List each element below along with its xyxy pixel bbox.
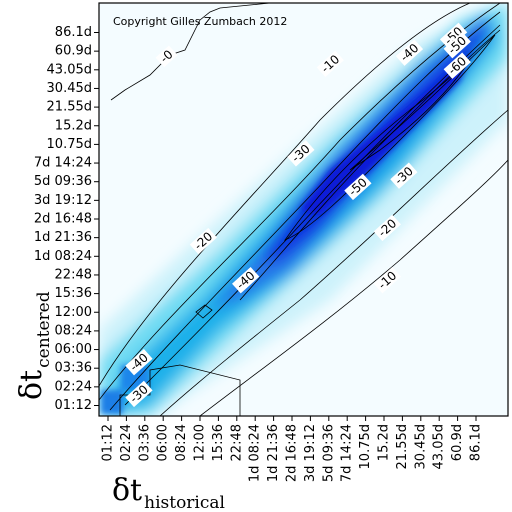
contour-label: -0 — [155, 45, 178, 68]
contour-line-bottom-box — [119, 364, 241, 416]
x-tick-label: 43.05d — [432, 424, 447, 469]
y-axis-symbol: δt — [14, 370, 49, 400]
y-tick-label: 15:36 — [55, 286, 92, 301]
y-tick-label: 01:12 — [55, 398, 92, 413]
x-tick-label: 01:12 — [101, 424, 116, 461]
y-tick-label: 30.45d — [47, 81, 92, 96]
x-tick-label: 1d 08:24 — [248, 424, 263, 482]
x-tick-label: 10.75d — [358, 424, 373, 469]
contour-line-small-loop — [195, 304, 213, 319]
x-axis: 01:12 02:24 03:36 06:00 08:24 12:00 15:36 22:48… — [101, 416, 484, 482]
y-tick-label: 03:36 — [55, 361, 92, 376]
plot-border — [98, 2, 509, 417]
x-tick-label: 21.55d — [395, 424, 410, 469]
y-tick-label: 06:00 — [55, 342, 92, 357]
y-tick-label: 21.55d — [47, 100, 92, 115]
y-axis: 01:12 02:24 03:36 06:00 08:24 12:00 15:36 22:48… — [34, 25, 99, 413]
x-tick-label: 12:00 — [193, 424, 208, 461]
x-tick-label: 5d 09:36 — [321, 424, 336, 482]
x-axis-symbol: δt — [112, 473, 142, 508]
contour-line-30 — [124, 24, 501, 406]
y-tick-label: 3d 19:12 — [34, 193, 92, 208]
contour-line-60 — [349, 59, 471, 171]
y-axis-title: δtcentered — [14, 291, 54, 400]
y-tick-label: 60.9d — [55, 44, 92, 59]
y-tick-label: 02:24 — [55, 379, 92, 394]
x-tick-label: 02:24 — [119, 424, 134, 461]
copyright-annotation: Copyright Gilles Zumbach 2012 — [113, 15, 287, 28]
x-tick-label: 1d 21:36 — [266, 424, 281, 482]
x-axis-title: δt historical — [112, 473, 225, 512]
y-tick-label: 7d 14:24 — [34, 156, 92, 171]
x-tick-label: 03:36 — [137, 424, 152, 461]
y-tick-label: 43.05d — [47, 62, 92, 77]
x-axis-subscript: historical — [144, 493, 225, 512]
x-tick-label: 7d 14:24 — [340, 424, 355, 482]
x-tick-label: 08:24 — [174, 424, 189, 461]
x-tick-label: 22:48 — [229, 424, 244, 461]
y-tick-label: 1d 21:36 — [34, 230, 92, 245]
svg-text:δtcentered: δtcentered — [14, 291, 54, 400]
heat-block-lower-left — [101, 390, 123, 414]
y-tick-label: 12:00 — [55, 305, 92, 320]
contour-line-outer — [99, 3, 471, 387]
plot-area: Copyright Gilles Zumbach 2012 -0 -10 -40-5… — [99, 3, 508, 416]
x-tick-label: 3d 19:12 — [303, 424, 318, 482]
x-tick-label: 2d 16:48 — [285, 424, 300, 482]
x-tick-label: 86.1d — [469, 424, 484, 461]
contour-line-lower-right — [159, 109, 508, 416]
x-tick-label: 60.9d — [450, 424, 465, 461]
y-tick-label: 1d 08:24 — [34, 249, 92, 264]
x-tick-label: 15:36 — [211, 424, 226, 461]
y-tick-label: 5d 09:36 — [34, 174, 92, 189]
heat-core — [300, 50, 470, 215]
y-tick-label: 10.75d — [47, 137, 92, 152]
y-tick-label: 86.1d — [55, 25, 92, 40]
y-tick-label: 2d 16:48 — [34, 212, 92, 227]
y-tick-label: 15.2d — [55, 118, 92, 133]
x-tick-label: 30.45d — [413, 424, 428, 469]
contour-line-0 — [110, 3, 271, 101]
x-tick-label: 06:00 — [156, 424, 171, 461]
y-tick-label: 08:24 — [55, 323, 92, 338]
y-axis-subscript: centered — [34, 291, 54, 368]
contour-line-lower-right-2 — [199, 159, 508, 416]
x-tick-label: 15.2d — [377, 424, 392, 461]
y-tick-label: 22:48 — [55, 267, 92, 282]
